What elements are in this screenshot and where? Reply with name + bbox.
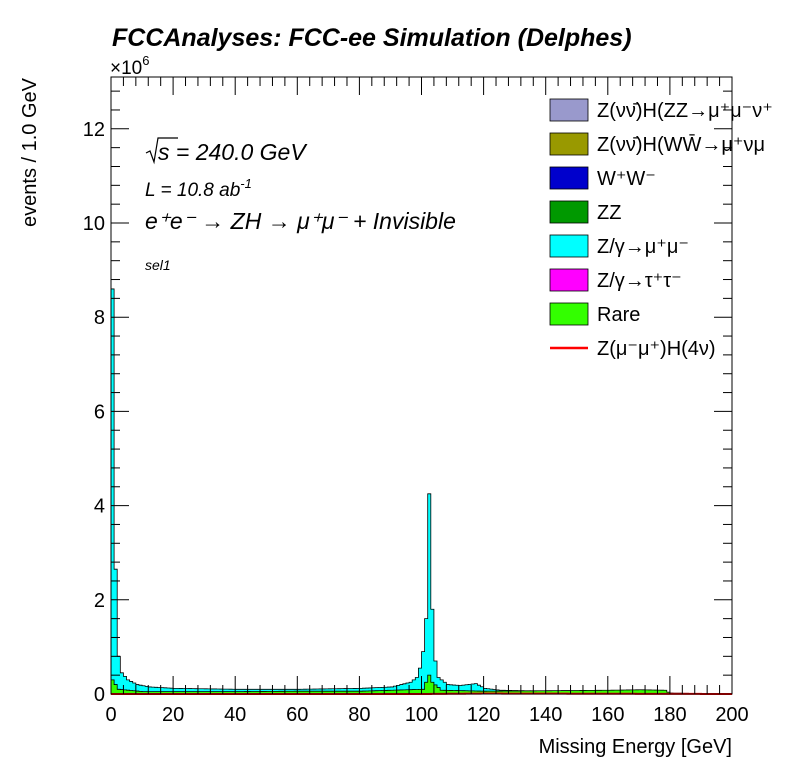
legend-entry: Z/γ→τ⁺τ⁻	[550, 269, 682, 292]
x-tick-label: 60	[286, 704, 308, 726]
annotation-selection: sel1	[145, 257, 171, 273]
legend-label: ZZ	[597, 202, 621, 224]
legend-label: Rare	[597, 304, 640, 326]
legend-entry: Z(νν̄)H(ZZ→μ⁺μ⁻ν⁺	[550, 99, 773, 122]
y-tick-label: 6	[94, 401, 105, 423]
y-axis-label: events / 1.0 GeV	[19, 77, 41, 227]
x-axis-label: Missing Energy [GeV]	[539, 736, 732, 758]
legend-entry: Z(νν̄)H(WW̄→μ⁺νμ	[550, 133, 765, 156]
legend-entry: Z/γ→μ⁺μ⁻	[550, 235, 689, 258]
legend-label: Z/γ→τ⁺τ⁻	[597, 270, 682, 292]
annotation-sqrt-s: s = 240.0 GeV	[158, 139, 308, 165]
legend-swatch	[550, 167, 588, 189]
legend-entry: W⁺W⁻	[550, 167, 656, 190]
y-tick-label: 4	[94, 496, 105, 518]
y-tick-label: 10	[83, 213, 105, 235]
legend-swatch	[550, 303, 588, 325]
legend-swatch	[550, 133, 588, 155]
x-tick-label: 180	[653, 704, 686, 726]
x-tick-label: 20	[162, 704, 184, 726]
legend-swatch	[550, 201, 588, 223]
annotation-process: e⁺e⁻ → ZH → μ⁺μ⁻ + Invisible	[145, 208, 456, 234]
y-tick-label: 12	[83, 119, 105, 141]
x-tick-label: 40	[224, 704, 246, 726]
chart-title: FCCAnalyses: FCC-ee Simulation (Delphes)	[112, 24, 632, 52]
legend-swatch	[550, 269, 588, 291]
legend-swatch	[550, 235, 588, 257]
legend-swatch	[550, 99, 588, 121]
x-tick-label: 120	[467, 704, 500, 726]
x-tick-label: 140	[529, 704, 562, 726]
y-tick-label: 2	[94, 590, 105, 612]
annotation-lumi: L = 10.8 ab-1	[145, 176, 252, 201]
legend-label: W⁺W⁻	[597, 168, 656, 190]
legend-entry: ZZ	[550, 201, 621, 224]
legend-label: Z(μ⁻μ⁺)H(4ν)	[597, 338, 716, 360]
y-tick-label: 8	[94, 307, 105, 329]
x-tick-label: 100	[405, 704, 438, 726]
legend-label: Z(νν̄)H(WW̄→μ⁺νμ	[597, 133, 765, 156]
x-tick-label: 0	[105, 704, 116, 726]
legend-label: Z/γ→μ⁺μ⁻	[597, 236, 689, 258]
x-tick-label: 80	[348, 704, 370, 726]
x-tick-label: 200	[715, 704, 748, 726]
y-tick-label: 0	[94, 684, 105, 706]
legend-label: Z(νν̄)H(ZZ→μ⁺μ⁻ν⁺	[597, 100, 773, 122]
x-tick-label: 160	[591, 704, 624, 726]
